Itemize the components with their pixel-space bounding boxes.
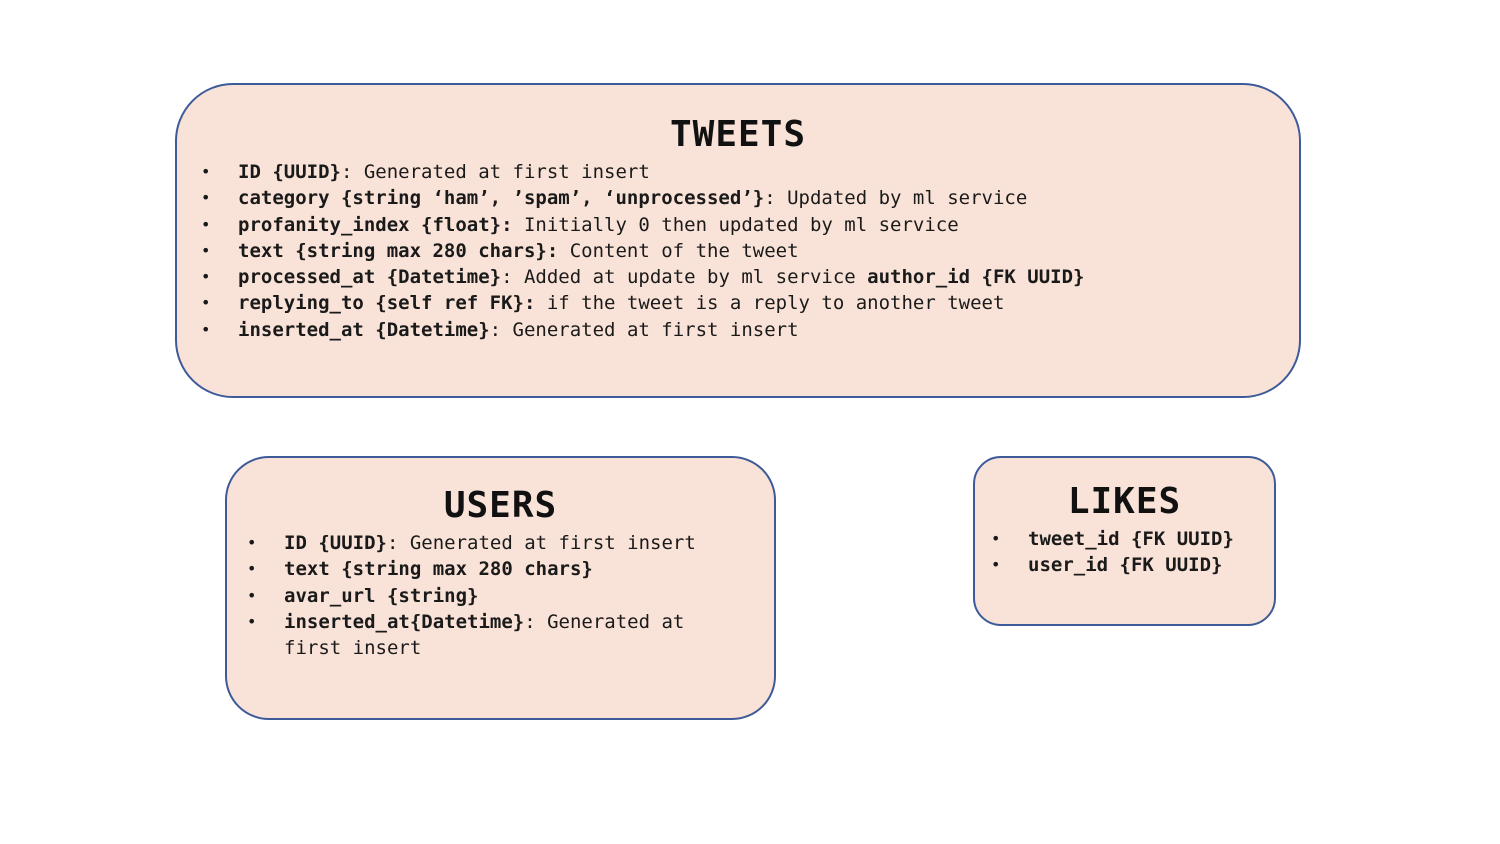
likes-field-user-id: • user_id {FK UUID}	[991, 552, 1234, 578]
field-name: ID {UUID}	[284, 532, 387, 554]
field-name-author-id: author_id {FK UUID}	[867, 266, 1085, 289]
field-name: text {string max 280 chars}	[284, 558, 593, 581]
bullet-icon: •	[201, 267, 211, 287]
field-name: avar_url {string}	[284, 584, 479, 607]
field-desc: if the tweet is a reply to another tweet	[535, 292, 1005, 315]
bullet-icon: •	[991, 529, 1001, 548]
tweets-field-replying-to: • replying_to {self ref FK}: if the tweet…	[201, 290, 1085, 316]
tweets-entity: TWEETS • ID {UUID}: Generated at first in…	[175, 83, 1301, 398]
tweets-field-category: • category {string ‘ham’, ’spam’, ‘unproc…	[201, 185, 1085, 211]
bullet-icon: •	[247, 533, 257, 552]
bullet-icon: •	[991, 555, 1001, 575]
tweets-field-profanity-index: • profanity_index {float}: Initially 0 th…	[201, 212, 1085, 238]
field-name: replying_to {self ref FK}:	[238, 292, 536, 315]
bullet-icon: •	[247, 585, 257, 605]
field-desc: : Updated by ml service	[764, 187, 1028, 210]
tweets-field-inserted-at: • inserted_at {Datetime}: Generated at fi…	[201, 317, 1085, 343]
users-field-inserted-at: • inserted_at{Datetime}: Generated at fir…	[247, 609, 734, 662]
users-entity: USERS • ID {UUID}: Generated at first ins…	[225, 456, 776, 720]
likes-title: LIKES	[1067, 481, 1182, 522]
field-name: user_id {FK UUID}	[1028, 554, 1223, 577]
likes-entity: LIKES • tweet_id {FK UUID} • user_id {FK U…	[973, 456, 1276, 626]
bullet-icon: •	[201, 293, 211, 313]
field-desc: : Generated at first insert	[386, 532, 696, 554]
field-desc: : Generated at first insert	[340, 161, 650, 183]
bullet-icon: •	[247, 559, 257, 579]
bullet-icon: •	[201, 162, 211, 181]
field-name: category {string ‘ham’, ’spam’, ‘unproce…	[238, 187, 765, 210]
bullet-icon: •	[201, 240, 211, 260]
field-name: profanity_index {float}:	[238, 213, 513, 236]
field-name: inserted_at {Datetime}	[238, 318, 490, 341]
users-field-text: • text {string max 280 chars}	[247, 556, 734, 582]
users-field-id: • ID {UUID}: Generated at first insert	[247, 530, 734, 556]
users-field-avar-url: • avar_url {string}	[247, 583, 734, 609]
likes-field-tweet-id: • tweet_id {FK UUID}	[991, 526, 1234, 552]
tweets-field-list: • ID {UUID}: Generated at first insert • c…	[201, 159, 1085, 343]
tweets-field-id: • ID {UUID}: Generated at first insert	[201, 159, 1085, 185]
tweets-field-processed-at: • processed_at {Datetime}: Added at updat…	[201, 264, 1085, 290]
likes-field-list: • tweet_id {FK UUID} • user_id {FK UUID}	[991, 526, 1234, 579]
bullet-icon: •	[247, 611, 257, 631]
field-name: inserted_at{Datetime}	[284, 610, 525, 633]
bullet-icon: •	[201, 188, 211, 208]
bullet-icon: •	[201, 319, 211, 339]
field-name: ID {UUID}	[238, 161, 341, 183]
users-field-list: • ID {UUID}: Generated at first insert • t…	[247, 530, 734, 661]
field-desc: : Generated at first insert	[489, 318, 799, 341]
field-desc: Content of the tweet	[558, 239, 799, 262]
tweets-title: TWEETS	[669, 114, 807, 155]
field-name: tweet_id {FK UUID}	[1028, 528, 1234, 550]
field-name: text {string max 280 chars}:	[238, 239, 559, 262]
tweets-field-text: • text {string max 280 chars}: Content of…	[201, 238, 1085, 264]
field-desc: : Generated at first insert	[284, 610, 685, 660]
field-name: processed_at {Datetime}	[238, 266, 502, 289]
users-title: USERS	[443, 485, 558, 526]
field-desc: Initially 0 then updated by ml service	[512, 213, 959, 236]
field-desc: : Added at update by ml service	[501, 266, 868, 289]
bullet-icon: •	[201, 214, 211, 234]
